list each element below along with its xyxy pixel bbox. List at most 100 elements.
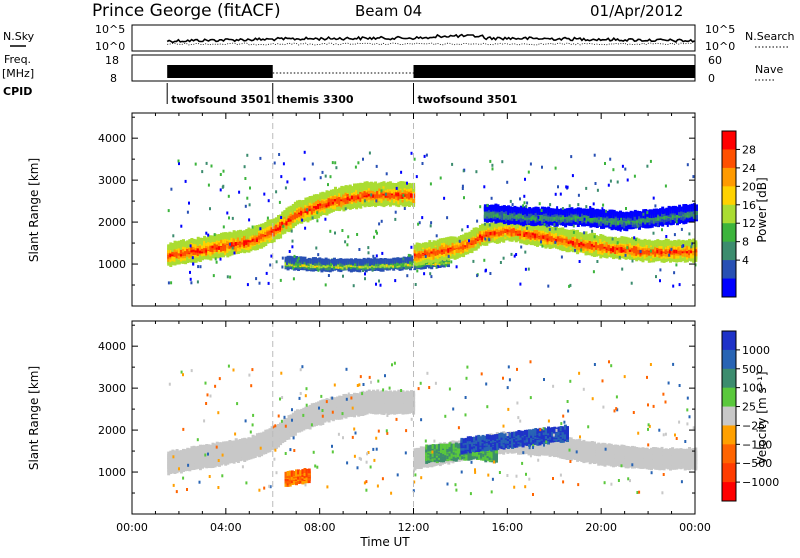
power-cell xyxy=(187,211,189,214)
power-cell xyxy=(402,257,404,260)
power-cell xyxy=(278,153,280,156)
power-cell xyxy=(578,194,580,197)
power-cell xyxy=(659,279,661,282)
power-cell xyxy=(344,260,346,263)
power-cell xyxy=(675,263,677,266)
power-cell xyxy=(244,165,246,168)
power-cell xyxy=(665,185,667,188)
power-cell xyxy=(298,257,300,260)
power-cell xyxy=(687,212,689,215)
power-cell xyxy=(222,185,224,188)
power-cell xyxy=(280,175,282,178)
power-cell xyxy=(674,233,676,236)
power-cell xyxy=(612,238,614,241)
power-cell xyxy=(583,231,585,234)
power-cell xyxy=(385,193,387,196)
power-cell xyxy=(378,280,380,283)
power-cell xyxy=(568,285,570,288)
power-cell xyxy=(332,161,334,164)
power-cell xyxy=(524,251,526,254)
power-cell xyxy=(503,207,505,210)
power-cell xyxy=(381,252,383,255)
cpid-segment-label: twofsound 3501 xyxy=(171,93,271,106)
power-cell xyxy=(312,163,314,166)
power-cell xyxy=(406,274,408,277)
power-cell xyxy=(555,193,557,196)
power-cell xyxy=(369,152,371,155)
power-cell xyxy=(673,271,675,274)
power-cell xyxy=(549,228,551,231)
power-cell xyxy=(366,260,368,263)
power-cell xyxy=(345,207,347,210)
power-cell xyxy=(528,171,530,174)
power-cell xyxy=(608,184,610,187)
power-cell xyxy=(653,232,655,235)
power-cell xyxy=(489,224,491,227)
power-cell xyxy=(604,162,606,165)
power-cell xyxy=(639,221,641,224)
power-cell xyxy=(544,223,546,226)
power-cell xyxy=(329,230,331,233)
power-cell xyxy=(205,232,207,235)
power-cell xyxy=(227,275,229,278)
power-cell xyxy=(459,240,461,243)
power-cell xyxy=(276,260,278,263)
power-cell xyxy=(446,216,448,219)
power-cell xyxy=(286,180,288,183)
power-cell xyxy=(358,248,360,251)
power-cell xyxy=(252,226,254,229)
power-cell xyxy=(448,255,450,258)
power-cell xyxy=(657,224,659,227)
power-cell xyxy=(267,217,269,220)
power-cell xyxy=(573,225,575,228)
power-cell xyxy=(610,180,612,183)
power-cell xyxy=(624,168,626,171)
power-cell xyxy=(282,257,284,260)
power-cell xyxy=(228,195,230,198)
power-cell xyxy=(330,175,332,178)
power-cell xyxy=(540,240,542,243)
nsearch-tick-top: 10^5 xyxy=(705,23,735,36)
power-cell xyxy=(248,218,250,221)
power-cell xyxy=(281,266,283,269)
power-cell xyxy=(282,225,284,228)
power-cell xyxy=(634,175,636,178)
power-cell xyxy=(654,204,656,207)
power-cell xyxy=(621,268,623,271)
power-cell xyxy=(472,260,474,263)
power-cell xyxy=(259,227,261,230)
power-cell xyxy=(655,275,657,278)
power-cell xyxy=(353,284,355,287)
power-cell xyxy=(285,186,287,189)
power-cell xyxy=(395,211,397,214)
power-cell xyxy=(378,222,380,225)
power-cell xyxy=(593,202,595,205)
power-cell xyxy=(195,163,197,166)
power-cell xyxy=(341,229,343,232)
power-cell xyxy=(356,233,358,236)
power-cell xyxy=(530,163,532,166)
power-cell xyxy=(380,284,382,287)
power-cell xyxy=(426,154,428,157)
power-cell xyxy=(620,229,622,232)
power-cell xyxy=(547,285,549,288)
power-cell xyxy=(301,219,303,222)
power-cell xyxy=(381,220,383,223)
power-cell xyxy=(475,170,477,173)
power-cell xyxy=(573,231,575,234)
power-cell xyxy=(232,217,234,220)
power-cell xyxy=(543,216,545,219)
power-cell xyxy=(170,188,172,191)
power-cell xyxy=(546,224,548,227)
power-cell xyxy=(357,161,359,164)
power-cell xyxy=(541,166,543,169)
power-cell xyxy=(346,243,348,246)
power-cell xyxy=(327,267,329,270)
power-cell xyxy=(214,233,216,236)
power-cell xyxy=(259,157,261,160)
power-cell xyxy=(291,230,293,233)
power-cell xyxy=(525,205,527,208)
power-cell xyxy=(667,224,669,227)
power-cell xyxy=(325,283,327,286)
